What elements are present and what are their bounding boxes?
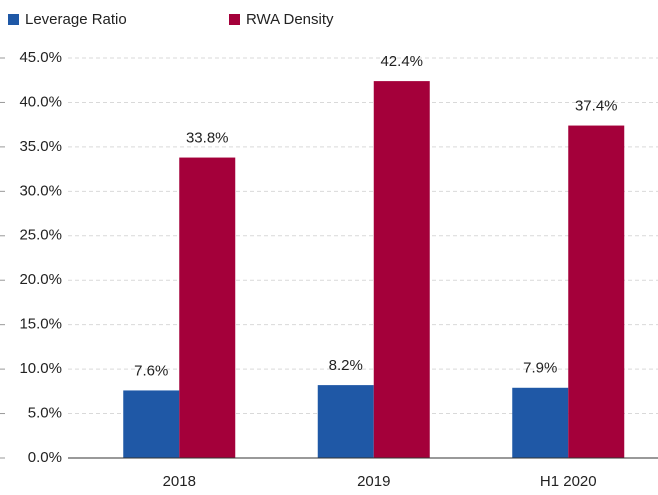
y-tick-label: 5.0% [28,405,62,422]
x-tick-label: 2018 [163,473,196,490]
bar [568,125,625,459]
y-tick-label: 10.0% [19,360,62,377]
y-tick-label: 0.0% [28,449,62,466]
value-label: 37.4% [575,98,618,115]
x-tick-label: H1 2020 [540,473,597,490]
x-tick-label: 2019 [357,473,390,490]
legend-swatch [229,14,240,25]
value-label: 7.9% [523,360,557,377]
y-tick-label: 30.0% [19,182,62,199]
y-tick-label: 15.0% [19,316,62,333]
legend-swatch [8,14,19,25]
value-label: 33.8% [186,130,229,147]
value-label: 42.4% [380,53,423,70]
y-tick-label: 35.0% [19,138,62,155]
bar [123,390,180,458]
y-tick-label: 20.0% [19,271,62,288]
y-tick-label: 45.0% [19,49,62,66]
bar [317,385,374,458]
y-tick-label: 25.0% [19,227,62,244]
value-label: 7.6% [134,362,168,379]
legend-label: RWA Density [246,11,334,28]
legend-label: Leverage Ratio [25,11,127,28]
value-label: 8.2% [329,357,363,374]
y-tick-label: 40.0% [19,93,62,110]
bar [179,157,236,459]
bar [512,387,569,458]
bar [373,81,430,458]
